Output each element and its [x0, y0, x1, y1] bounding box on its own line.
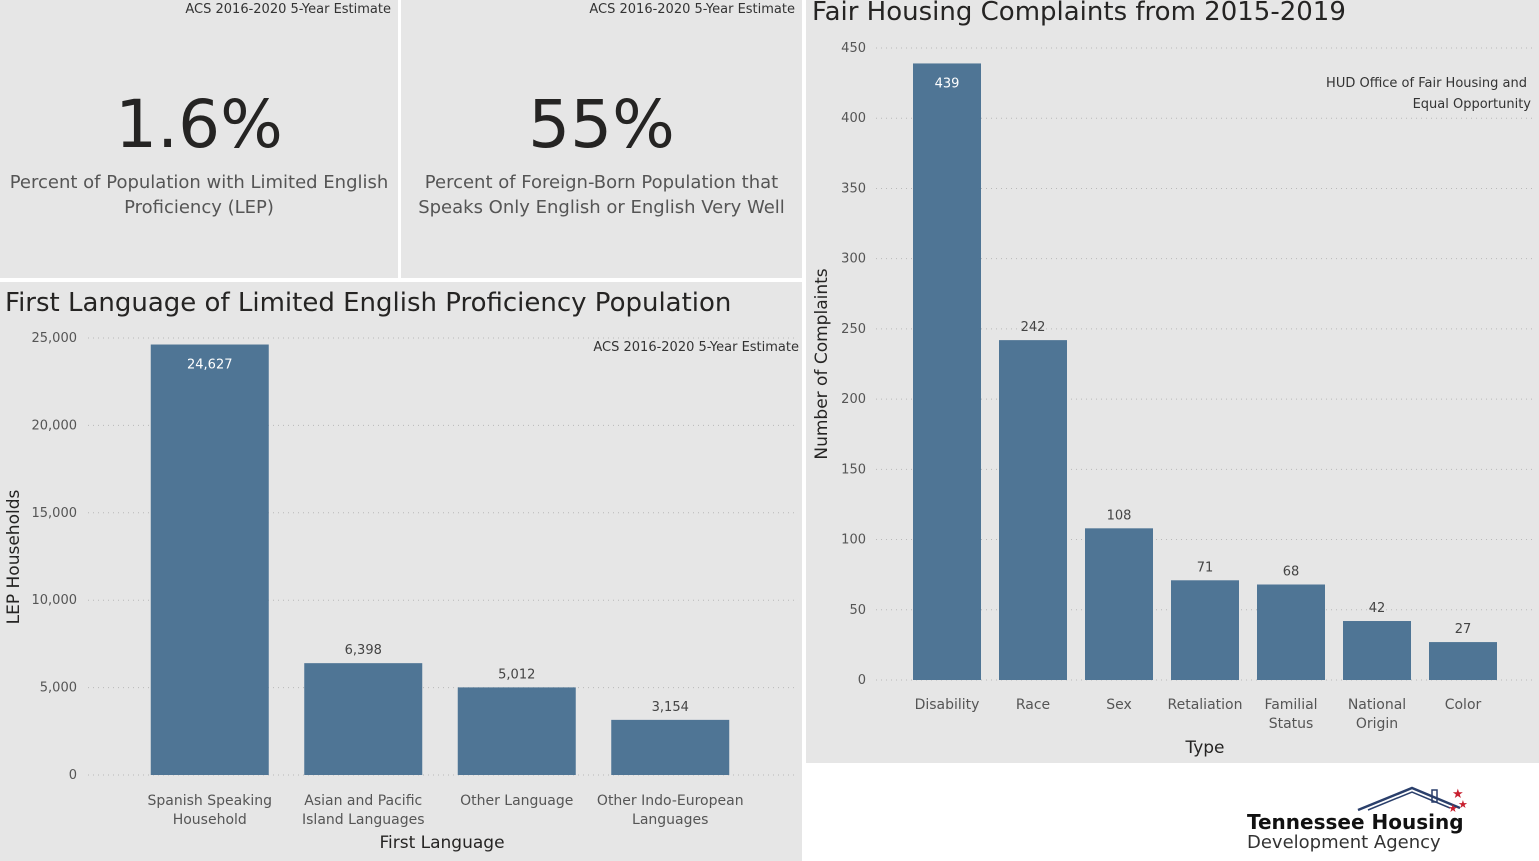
bar — [1257, 584, 1325, 680]
bar — [457, 687, 576, 775]
data-label: 6,398 — [345, 643, 382, 658]
y-tick-label: 50 — [849, 603, 866, 618]
y-tick-label: 350 — [841, 181, 866, 196]
bar — [304, 663, 423, 775]
bar — [611, 719, 730, 775]
bar — [999, 340, 1067, 680]
y-tick-label: 450 — [841, 41, 866, 56]
svg-text:★: ★ — [1448, 802, 1458, 815]
complaints-bar-chart: 0 50 100 150 200 250 300 350 400 450 439 Disability… — [812, 41, 1534, 758]
y-axis-label: Number of Complaints — [812, 268, 832, 459]
svg-text:★: ★ — [1458, 798, 1468, 811]
x-tick-label: National — [1348, 697, 1406, 713]
thda-logo: ★ ★ ★ Tennessee Housing Development Agen… — [1240, 782, 1480, 857]
x-tick-label: Spanish Speaking — [148, 793, 272, 809]
y-tick-label: 10,000 — [32, 593, 78, 608]
x-tick-label: Origin — [1356, 716, 1398, 732]
x-axis-label: Type — [1184, 738, 1224, 758]
x-axis-label: First Language — [379, 833, 504, 853]
chart-title: First Language of Limited English Profic… — [5, 288, 732, 318]
y-tick-label: 25,000 — [32, 331, 78, 346]
kpi-source: ACS 2016-2020 5-Year Estimate — [589, 2, 795, 17]
x-tick-label: Languages — [632, 812, 708, 828]
chart-title: Fair Housing Complaints from 2015-2019 — [812, 0, 1346, 27]
bar — [1171, 580, 1239, 680]
data-label: 27 — [1455, 622, 1472, 637]
bar — [1429, 642, 1497, 680]
y-tick-label: 400 — [841, 111, 866, 126]
data-label: 42 — [1369, 601, 1386, 616]
kpi-label-line2: Proficiency (LEP) — [124, 197, 274, 218]
x-tick-label: Household — [173, 812, 247, 828]
y-tick-label: 150 — [841, 462, 866, 477]
svg-text:★: ★ — [1452, 787, 1464, 802]
x-tick-label: Color — [1445, 697, 1482, 713]
x-tick-label: Island Languages — [302, 812, 425, 828]
chart-source: ACS 2016-2020 5-Year Estimate — [593, 340, 799, 355]
y-tick-label: 5,000 — [40, 681, 77, 696]
chart-source-line1: HUD Office of Fair Housing and — [1326, 76, 1527, 91]
data-label: 242 — [1021, 320, 1046, 335]
data-label: 5,012 — [498, 667, 535, 682]
data-label: 108 — [1107, 508, 1132, 523]
data-label: 71 — [1197, 560, 1214, 575]
bar — [913, 63, 981, 680]
y-tick-label: 300 — [841, 252, 866, 267]
x-tick-label: Familial — [1264, 697, 1317, 713]
data-label: 439 — [935, 76, 960, 91]
kpi-label-line1: Percent of Foreign-Born Population that — [424, 172, 779, 193]
y-tick-label: 100 — [841, 533, 866, 548]
logo-line2: Development Agency — [1247, 832, 1441, 853]
data-label: 68 — [1283, 564, 1300, 579]
kpi-label-line1: Percent of Population with Limited Engli… — [9, 172, 389, 193]
data-label: 3,154 — [652, 700, 689, 715]
y-tick-label: 15,000 — [32, 506, 78, 521]
lep-language-bar-chart: 0 5,000 10,000 15,000 20,000 25,000 24,627 Span… — [4, 331, 795, 853]
kpi-value: 1.6% — [115, 86, 283, 163]
x-tick-label: Disability — [915, 697, 980, 713]
x-tick-label: Sex — [1106, 697, 1132, 713]
y-tick-label: 0 — [69, 768, 77, 783]
bar — [1343, 621, 1411, 680]
x-tick-label: Asian and Pacific — [304, 793, 422, 809]
bar — [1085, 528, 1153, 680]
chart-source-line2: Equal Opportunity — [1412, 97, 1531, 112]
logo-line1: Tennessee Housing — [1247, 810, 1464, 834]
kpi-card-foreign-born: ACS 2016-2020 5-Year Estimate 55% Percen… — [401, 0, 802, 278]
kpi-source: ACS 2016-2020 5-Year Estimate — [185, 2, 391, 17]
data-label: 24,627 — [187, 358, 233, 373]
y-axis-label: LEP Households — [4, 490, 24, 625]
x-tick-label: Retaliation — [1168, 697, 1243, 713]
x-tick-label: Race — [1016, 697, 1050, 713]
kpi-value: 55% — [528, 86, 675, 163]
bar — [150, 344, 269, 775]
y-tick-label: 20,000 — [32, 418, 78, 433]
complaints-chart-panel: Fair Housing Complaints from 2015-2019 H… — [806, 0, 1539, 763]
x-tick-label: Other Language — [460, 793, 573, 809]
x-tick-label: Status — [1269, 716, 1314, 732]
y-tick-label: 250 — [841, 322, 866, 337]
y-tick-label: 200 — [841, 392, 866, 407]
house-roof-icon: ★ ★ ★ — [1357, 786, 1468, 815]
lep-language-chart-panel: First Language of Limited English Profic… — [0, 282, 802, 861]
kpi-card-lep: ACS 2016-2020 5-Year Estimate 1.6% Perce… — [0, 0, 398, 278]
kpi-label-line2: Speaks Only English or English Very Well — [418, 197, 785, 218]
y-tick-label: 0 — [858, 673, 866, 688]
x-tick-label: Other Indo-European — [597, 793, 744, 809]
